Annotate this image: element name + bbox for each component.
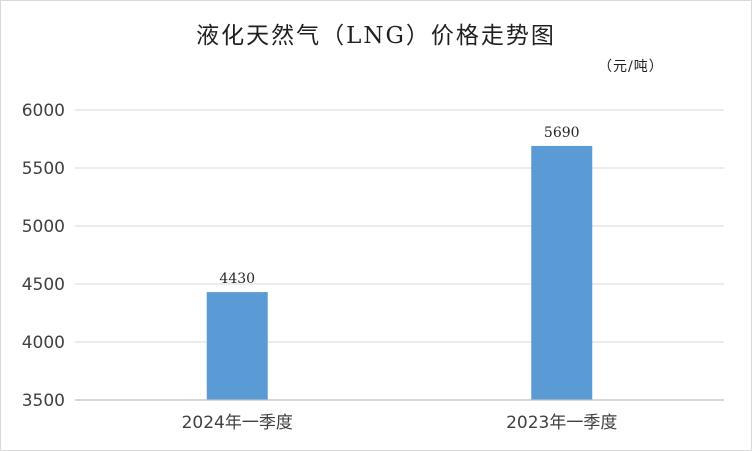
y-axis: 3500 4000 4500 5000 5500 6000 [22, 101, 65, 411]
bar [531, 145, 593, 400]
bar [206, 292, 268, 400]
x-axis: 2024年一季度 2023年一季度 [75, 399, 724, 433]
data-label: 5690 [544, 125, 580, 141]
y-tick-label: 4500 [22, 275, 65, 295]
x-tick-label: 2024年一季度 [182, 413, 293, 433]
y-tick-label: 5500 [22, 159, 65, 179]
gridlines [75, 109, 724, 343]
y-tick-label: 6000 [22, 101, 65, 121]
bars: 4430 5690 [206, 125, 593, 400]
x-tick-label: 2023年一季度 [506, 413, 617, 433]
y-tick-label: 4000 [22, 333, 65, 353]
y-tick-label: 5000 [22, 217, 65, 237]
data-label: 4430 [219, 271, 255, 287]
y-tick-label: 3500 [22, 391, 65, 411]
unit-label: （元/吨） [598, 59, 664, 75]
chart-title: 液化天然气（LNG）价格走势图 [196, 23, 556, 49]
